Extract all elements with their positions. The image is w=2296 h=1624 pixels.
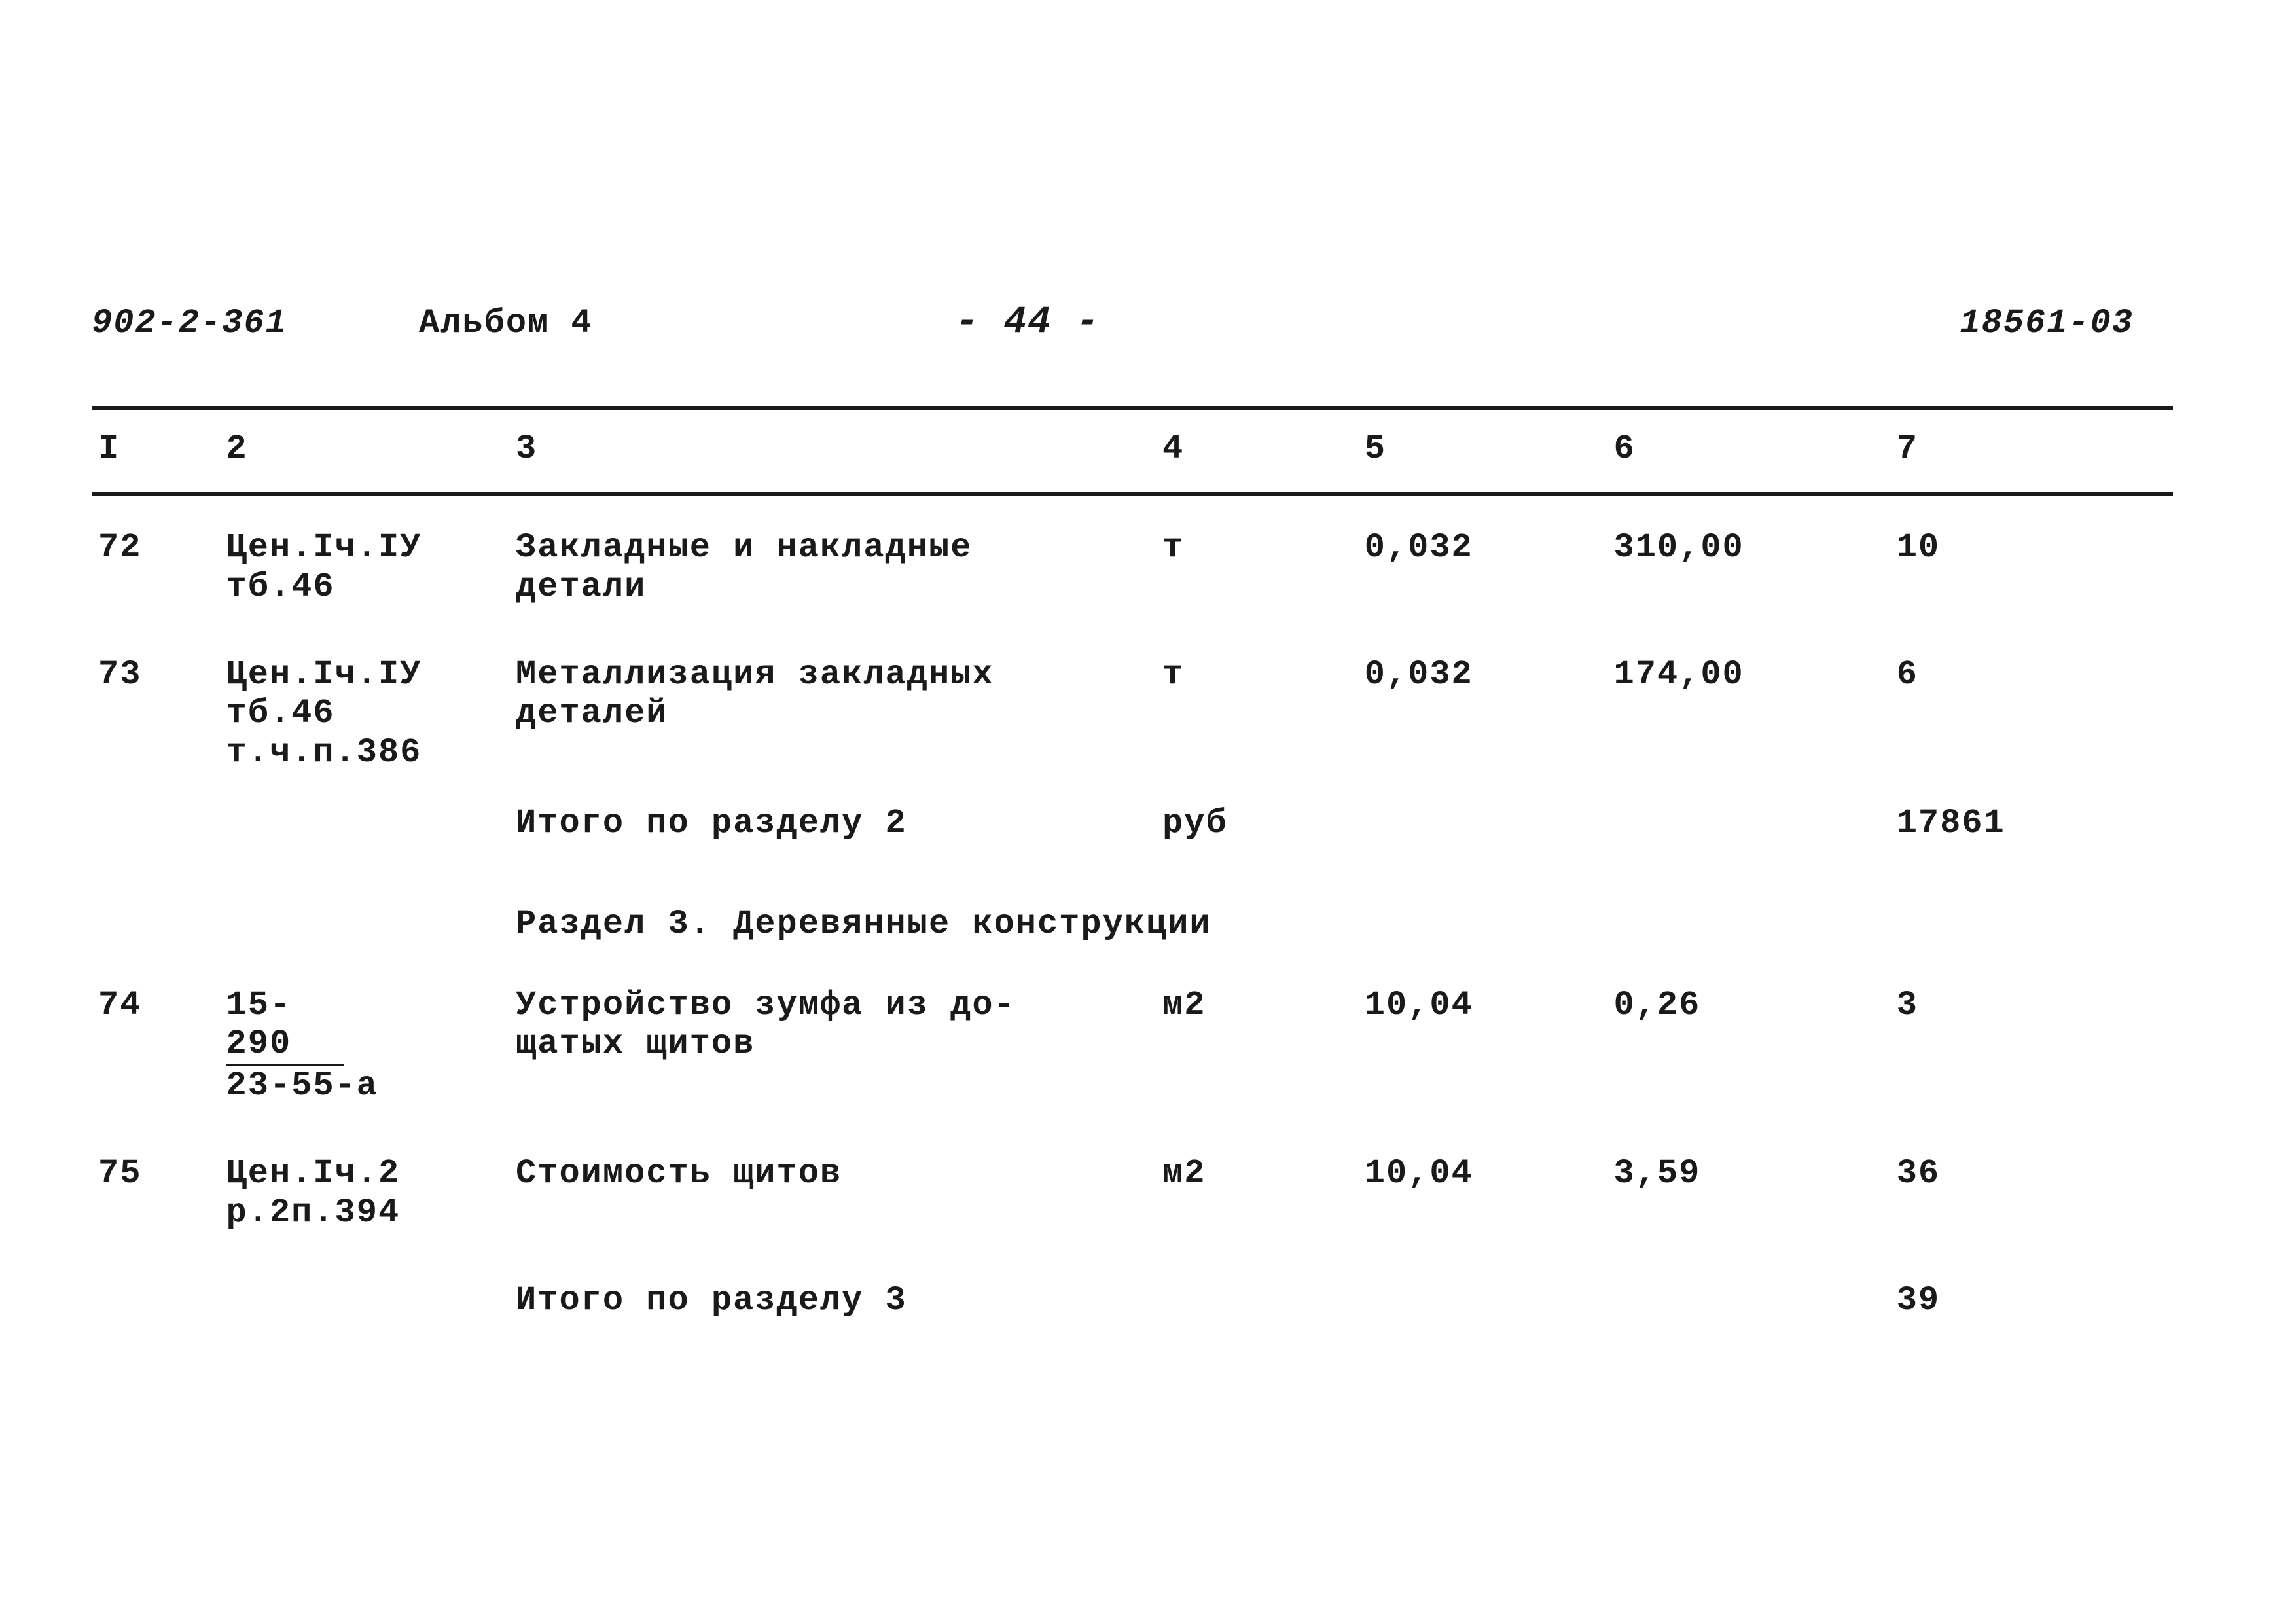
ref-fraction-bottom: 23-55-а [226,1066,503,1106]
table-row: 72 Цен.Iч.IУтб.46 Закладные и накладныед… [92,494,2173,623]
cell-ref: 15-290 23-55-а [220,970,510,1121]
col-header-3: 3 [509,408,1156,494]
cell-desc: Металлизация закладныхдеталей [509,623,1156,788]
cell-desc: Итого по разделу 3 [509,1248,1156,1336]
cell-qty: 10,04 [1358,1121,1607,1248]
estimate-table: I 2 3 4 5 6 7 72 Цен.Iч.IУтб.46 Закладны… [92,406,2173,1335]
doc-code-left: 902-2-361 [92,304,419,342]
subtotal-row: Итого по разделу 3 39 [92,1248,2173,1336]
cell-ref: Цен.Iч.IУтб.46т.ч.п.386 [220,623,510,788]
col-header-6: 6 [1607,408,1890,494]
cell-qty: 0,032 [1358,623,1607,788]
section-heading-row: Раздел 3. Деревянные конструкции [92,859,2173,970]
cell-num: 74 [92,970,220,1121]
cell-total: 10 [1890,494,2173,623]
col-header-4: 4 [1156,408,1358,494]
cell-total: 6 [1890,623,2173,788]
cell-price: 3,59 [1607,1121,1890,1248]
subtotal-row: Итого по разделу 2 руб 17861 [92,788,2173,859]
page-number: - 44 - [877,301,1466,344]
document-page: 902-2-361 Альбом 4 - 44 - 18561-03 I 2 3… [92,301,2212,1335]
cell-unit: руб [1156,788,1358,859]
cell-total: 36 [1890,1121,2173,1248]
cell-total: 39 [1890,1248,2173,1336]
page-header: 902-2-361 Альбом 4 - 44 - 18561-03 [92,301,2212,347]
cell-price: 0,26 [1607,970,1890,1121]
cell-desc: Итого по разделу 2 [509,788,1156,859]
cell-desc: Устройство зумфа из до-щатых щитов [509,970,1156,1121]
col-header-5: 5 [1358,408,1607,494]
cell-total: 17861 [1890,788,2173,859]
cell-unit: м2 [1156,970,1358,1121]
cell-ref: Цен.Iч.IУтб.46 [220,494,510,623]
cell-ref: Цен.Iч.2р.2п.394 [220,1121,510,1248]
cell-desc: Стоимость щитов [509,1121,1156,1248]
cell-price: 174,00 [1607,623,1890,788]
cell-unit: т [1156,623,1358,788]
ref-fraction-top: 15-290 [226,986,344,1067]
album-label: Альбом 4 [419,304,877,342]
cell-qty: 10,04 [1358,970,1607,1121]
cell-num: 72 [92,494,220,623]
doc-code-right: 18561-03 [1466,304,2212,342]
section-heading: Раздел 3. Деревянные конструкции [509,859,2173,970]
cell-total: 3 [1890,970,2173,1121]
table-header-row: I 2 3 4 5 6 7 [92,408,2173,494]
cell-price: 310,00 [1607,494,1890,623]
cell-num: 73 [92,623,220,788]
col-header-1: I [92,408,220,494]
cell-desc: Закладные и накладныедетали [509,494,1156,623]
col-header-7: 7 [1890,408,2173,494]
cell-num: 75 [92,1121,220,1248]
cell-unit: т [1156,494,1358,623]
table-row: 73 Цен.Iч.IУтб.46т.ч.п.386 Металлизация … [92,623,2173,788]
table-row: 74 15-290 23-55-а Устройство зумфа из до… [92,970,2173,1121]
cell-unit: м2 [1156,1121,1358,1248]
table-row: 75 Цен.Iч.2р.2п.394 Стоимость щитов м2 1… [92,1121,2173,1248]
cell-qty: 0,032 [1358,494,1607,623]
col-header-2: 2 [220,408,510,494]
